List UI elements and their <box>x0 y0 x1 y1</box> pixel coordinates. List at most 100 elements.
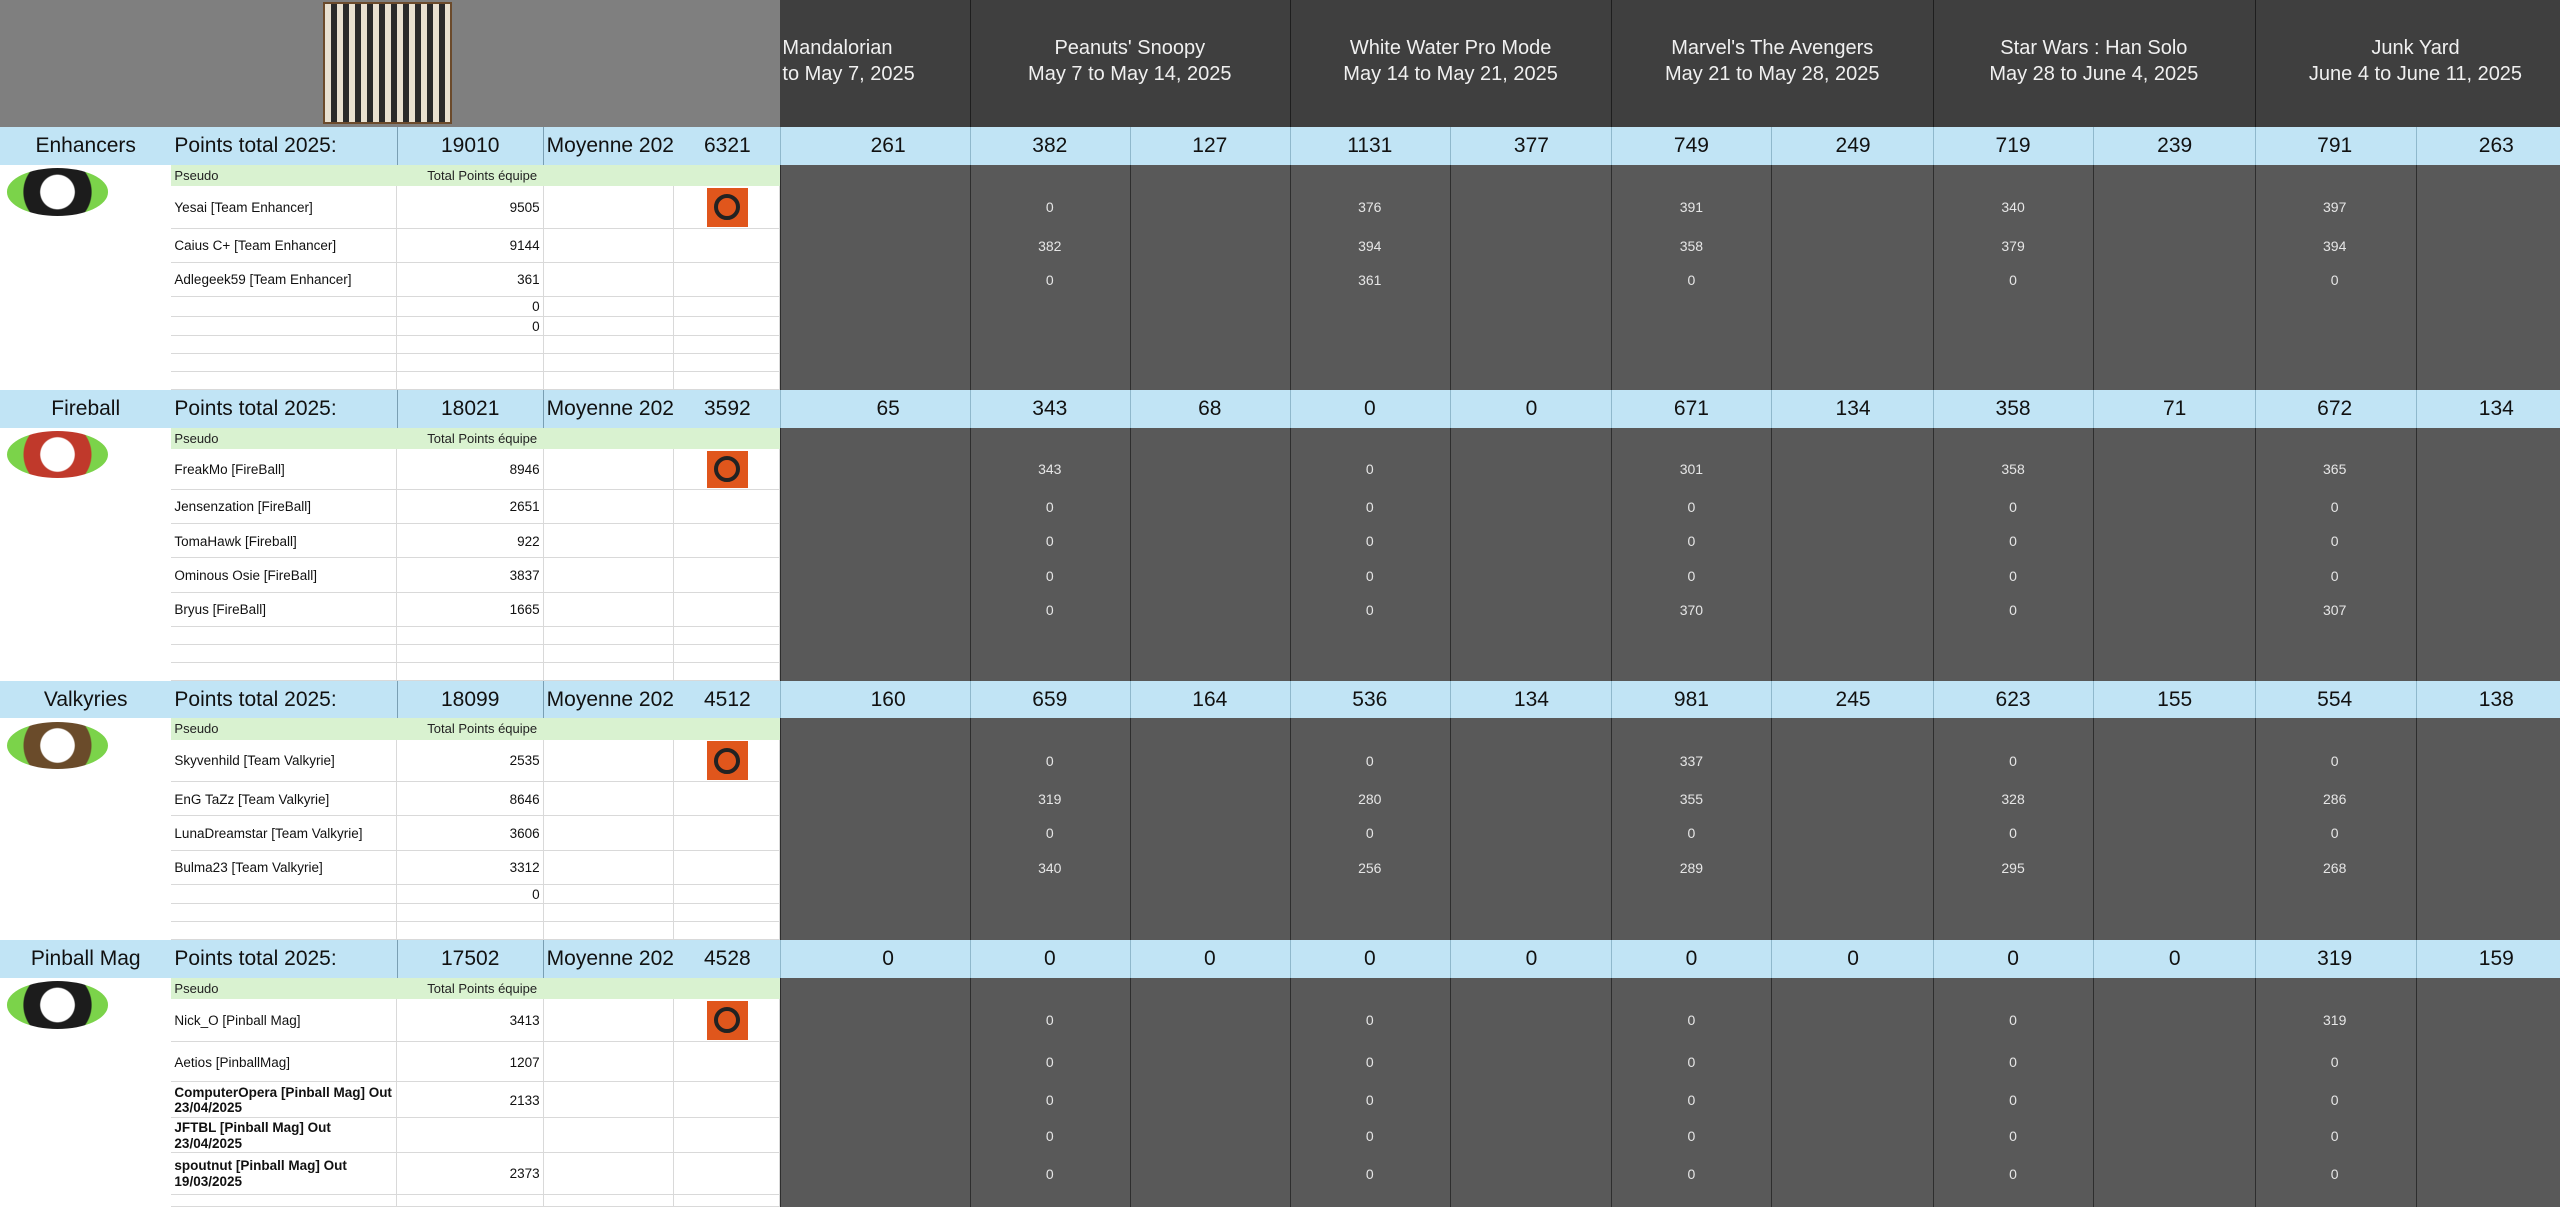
column-title: Junk Yard <box>2371 36 2460 59</box>
cell <box>396 372 544 391</box>
cell <box>543 354 675 373</box>
cell <box>396 1118 544 1153</box>
cell <box>543 558 675 593</box>
week-points: 0 <box>2168 947 2181 971</box>
column-divider <box>1611 427 1613 681</box>
player-score: 0 <box>2330 1127 2339 1144</box>
column-divider <box>1449 977 1451 1207</box>
moyenne-label: Moyenne 2025: <box>546 947 675 971</box>
player-total: 3413 <box>509 1012 540 1028</box>
week-points: 245 <box>1835 687 1871 711</box>
team-row-divider <box>2416 390 2418 428</box>
player-score: 289 <box>1679 859 1704 876</box>
player-score: 0 <box>1045 271 1054 288</box>
column-divider <box>2093 164 2095 391</box>
team-name: Enhancers <box>35 134 136 158</box>
score-area <box>780 718 2560 941</box>
player-score: 0 <box>1687 271 1696 288</box>
week-points: 249 <box>1835 134 1871 158</box>
player-score: 0 <box>1687 567 1696 584</box>
player-pseudo: LunaDreamstar [Team Valkyrie] <box>174 825 363 841</box>
team-row-divider <box>780 390 782 428</box>
cell <box>171 1082 397 1119</box>
column-divider <box>1933 977 1935 1207</box>
team-row-divider <box>1449 127 1451 165</box>
total-points-header: Total Points équipe <box>427 168 538 183</box>
player-score: 0 <box>1687 1165 1696 1182</box>
cell <box>171 489 397 525</box>
player-score: 0 <box>2009 498 2017 515</box>
player-total: 361 <box>517 272 540 288</box>
cell <box>396 739 544 783</box>
player-score: 0 <box>1045 498 1054 515</box>
player-score: 0 <box>1687 533 1696 550</box>
column-divider <box>2254 427 2256 681</box>
column-divider <box>1129 718 1131 941</box>
week-points: 1131 <box>1347 134 1393 158</box>
team-row-divider <box>1611 680 1613 719</box>
team-row-divider <box>2093 940 2095 978</box>
column-divider <box>969 164 971 391</box>
week-points: 155 <box>2157 687 2193 711</box>
cell <box>674 816 781 851</box>
player-score: 256 <box>1358 859 1382 876</box>
team-name: Fireball <box>51 396 121 420</box>
team-row <box>0 680 2560 719</box>
team-logo <box>6 981 108 1029</box>
cell <box>543 626 675 645</box>
points-total: 17502 <box>396 940 544 978</box>
column-title: Peanuts' Snoopy <box>1054 36 1206 59</box>
column-divider <box>2093 977 2095 1207</box>
column-title: Mandalorian <box>782 36 893 59</box>
cell <box>171 1195 397 1207</box>
cell <box>396 354 544 373</box>
player-score: 0 <box>2009 271 2017 288</box>
player-total: 2373 <box>509 1166 540 1182</box>
column-divider <box>1933 0 1935 128</box>
cell <box>674 739 781 783</box>
week-points: 164 <box>1192 687 1228 711</box>
cell <box>543 1195 675 1207</box>
player-total: 1207 <box>509 1054 540 1070</box>
cell <box>674 1195 781 1207</box>
team-row <box>0 127 2560 165</box>
column-divider <box>1289 0 1291 128</box>
week-points: 0 <box>1525 396 1538 420</box>
cell <box>543 489 675 525</box>
cell <box>674 662 781 681</box>
cell <box>396 558 544 593</box>
week-points: 134 <box>1835 396 1871 420</box>
team-row-divider <box>2254 940 2256 978</box>
points-total: 18021 <box>396 390 544 428</box>
column-divider <box>780 164 782 391</box>
player-score: 286 <box>2323 791 2347 808</box>
player-score: 370 <box>1679 601 1704 618</box>
column-divider <box>1129 977 1131 1207</box>
cell <box>396 644 544 663</box>
player-score: 0 <box>1045 199 1054 216</box>
player-score: 0 <box>1365 1012 1374 1029</box>
pseudo-header-row <box>171 718 781 740</box>
player-score: 391 <box>1679 199 1704 216</box>
cell <box>396 1152 544 1196</box>
player-score: 0 <box>1365 1092 1374 1109</box>
cell <box>171 782 397 817</box>
cell <box>171 1041 397 1083</box>
week-points: 239 <box>2157 134 2193 158</box>
player-pseudo: Nick_O [Pinball Mag] <box>174 1012 301 1028</box>
cell <box>396 228 544 263</box>
team-row-divider <box>1129 940 1131 978</box>
team-row-divider <box>2416 940 2418 978</box>
column-divider <box>969 977 971 1207</box>
week-points: 343 <box>1032 396 1068 420</box>
column-dates: May 28 to June 4, 2025 <box>1989 62 2199 85</box>
team-row-divider <box>969 940 971 978</box>
column-divider <box>1771 718 1773 941</box>
player-total: 0 <box>532 299 540 315</box>
player-score: 0 <box>1045 533 1054 550</box>
column-divider <box>2093 427 2095 681</box>
cell <box>543 1118 675 1153</box>
column-divider <box>1933 427 1935 681</box>
column-divider <box>1289 427 1291 681</box>
